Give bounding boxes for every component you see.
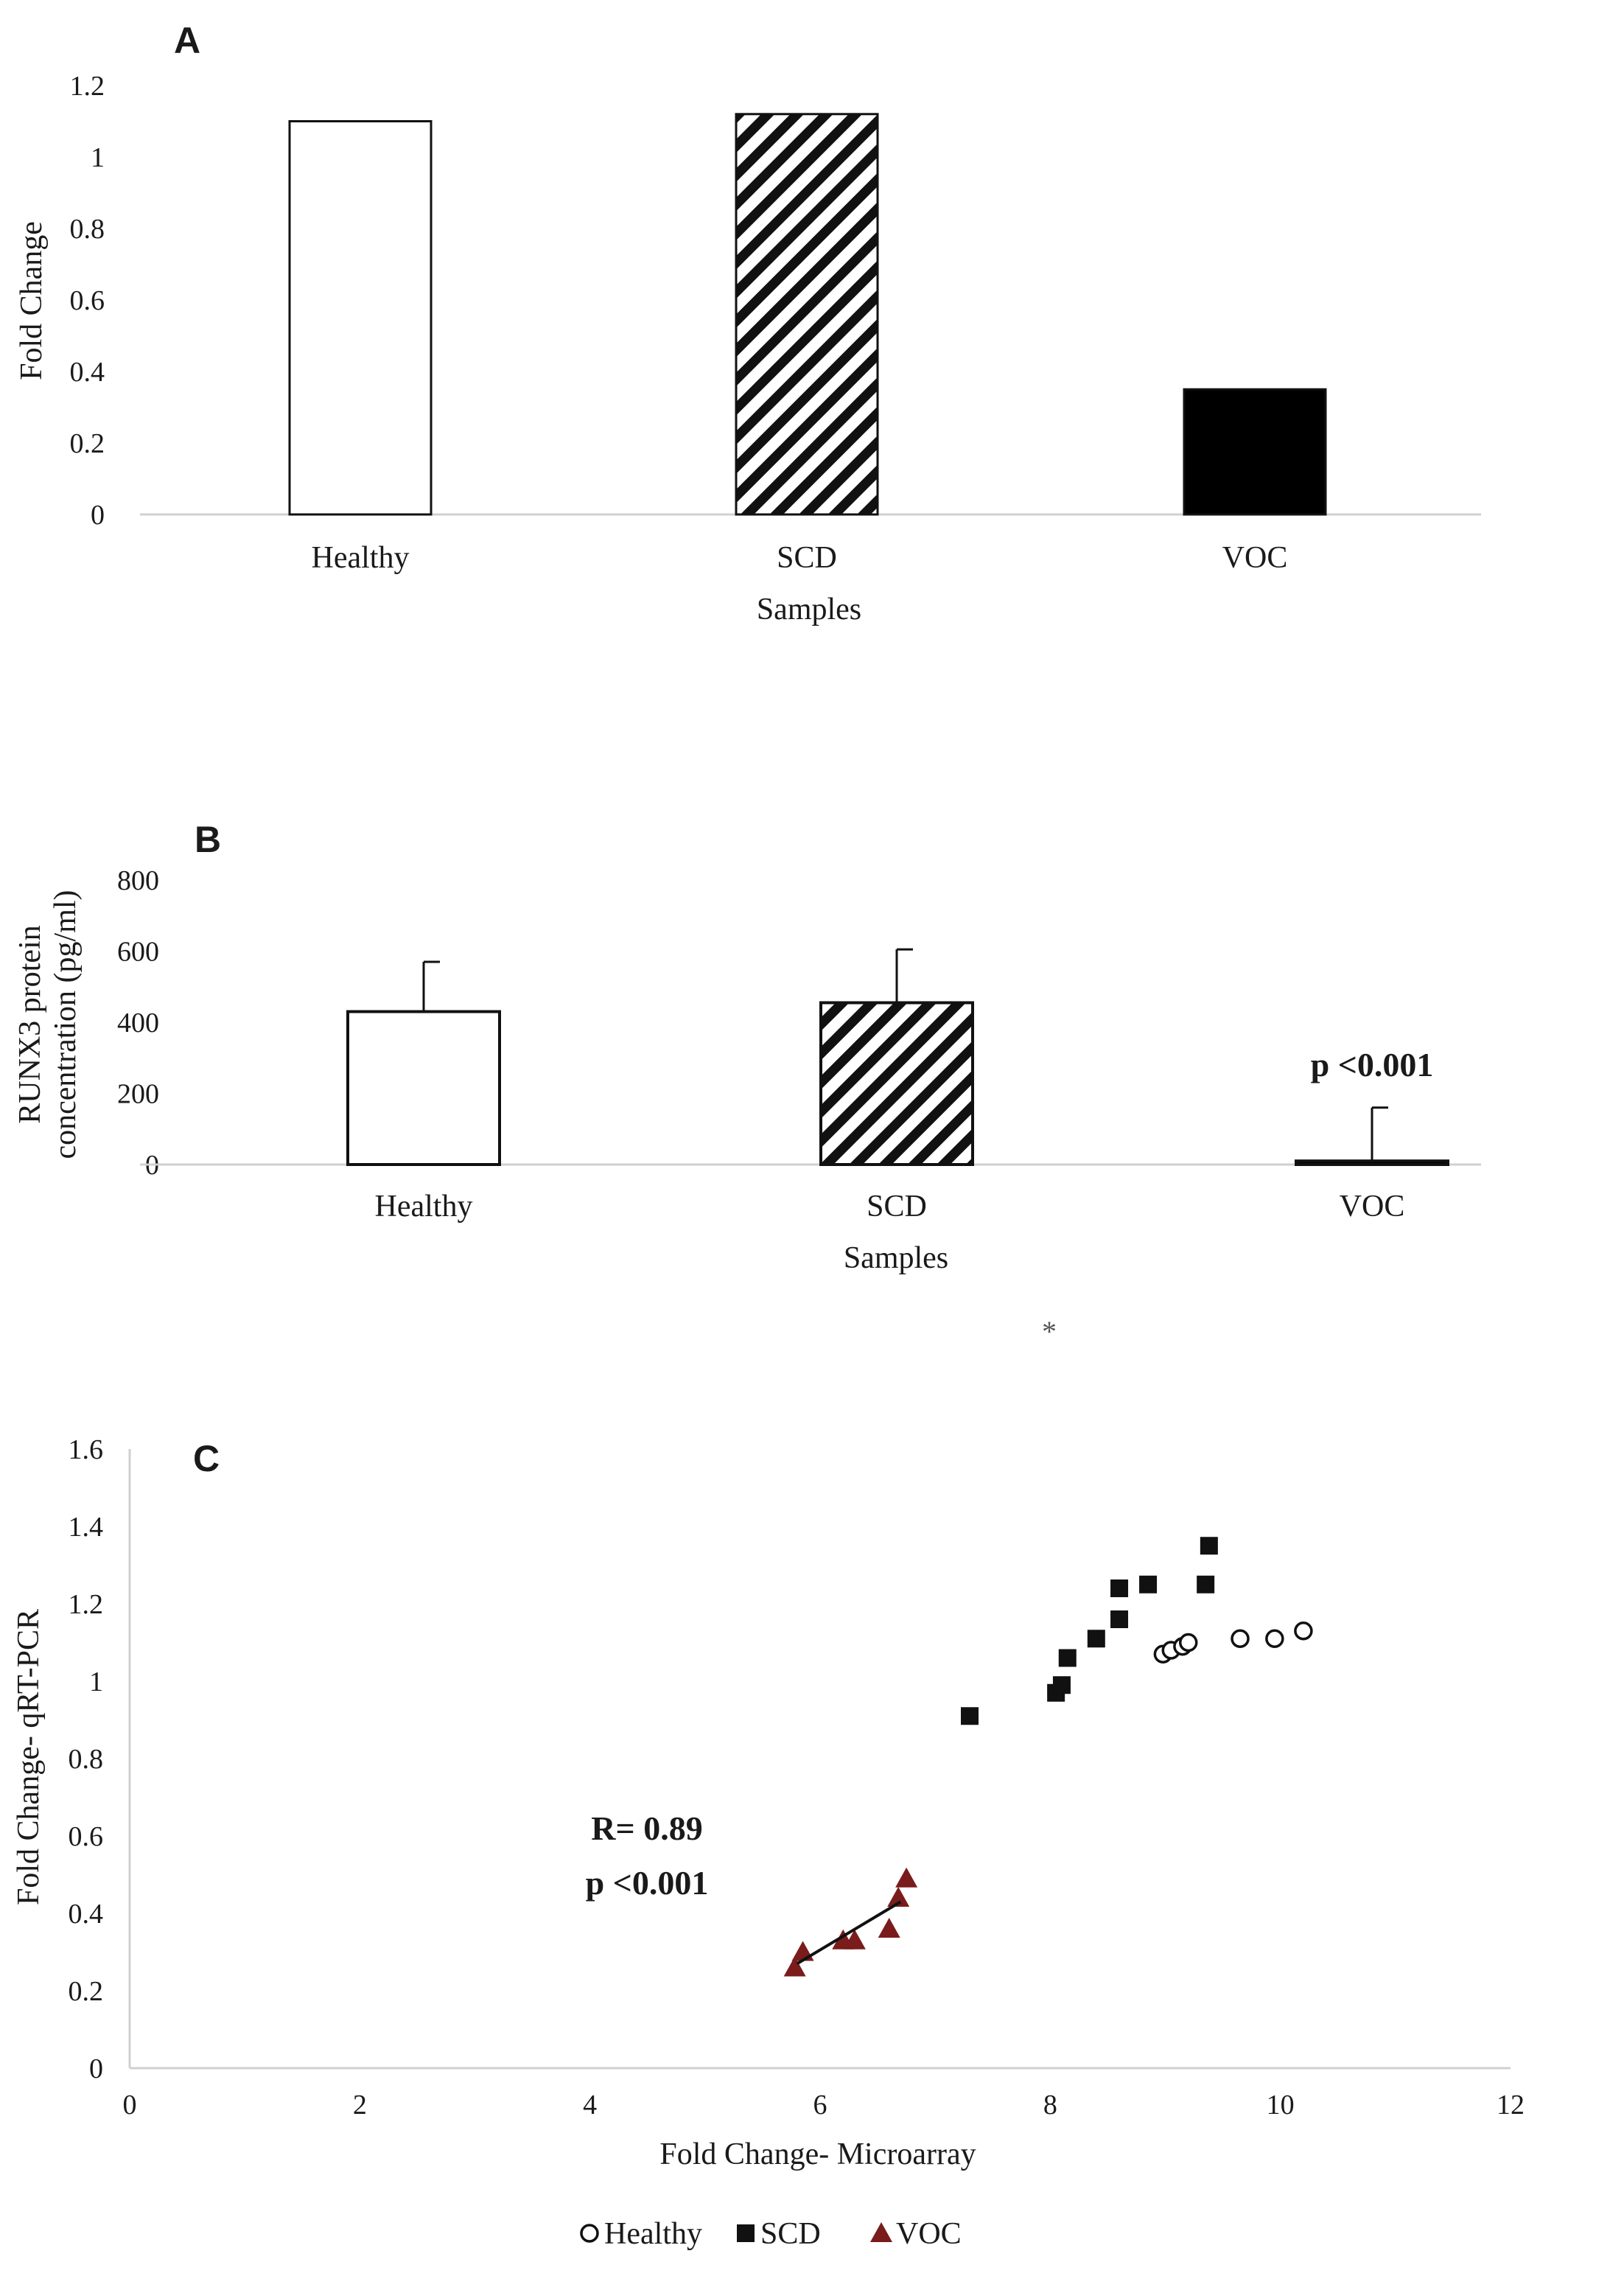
panel-c-x-tick-label: 0 — [123, 2090, 137, 2120]
panel-b-label: B — [195, 819, 221, 860]
panel-c-point-healthy — [1231, 1629, 1250, 1648]
panel-c-point-scd — [1139, 1575, 1158, 1593]
panel-c-point-voc — [843, 1929, 866, 1949]
panel-a-y-tick-label: 0.4 — [70, 357, 105, 388]
panel-b-y-tick-label: 800 — [117, 865, 159, 896]
panel-c-point-scd — [1110, 1579, 1129, 1597]
legend-label-voc: VOC — [896, 2217, 962, 2251]
panel-b-category-label: VOC — [1340, 1190, 1405, 1223]
panel-a-y-tick-label: 0.2 — [70, 428, 105, 459]
legend-label-scd: SCD — [760, 2217, 821, 2251]
legend-marker-scd — [737, 2224, 755, 2242]
panel-b-bar-healthy — [346, 1010, 501, 1167]
panel-b-y-tick-label: 400 — [117, 1008, 159, 1038]
panel-c-p-value: p <0.001 — [586, 1864, 709, 1902]
panel-c-point-scd — [1197, 1575, 1215, 1593]
legend-marker-voc — [870, 2222, 892, 2242]
panel-c-point-scd — [1200, 1537, 1218, 1555]
panel-c-y-ticks: 0 0.2 0.4 0.6 0.8 1 1.2 1.4 1.6 — [69, 1434, 104, 2084]
panel-c-label: C — [193, 1438, 220, 1479]
legend-label-healthy: Healthy — [604, 2217, 702, 2251]
panel-b-x-axis-title: Samples — [844, 1241, 948, 1275]
panel-c-point-voc — [895, 1867, 918, 1888]
panel-a-category-label: Healthy — [312, 541, 410, 575]
panel-a-y-tick-label: 1.2 — [70, 71, 105, 102]
panel-b-y-tick-label: 600 — [117, 937, 159, 968]
panel-b-y-ticks: 0200400600800 — [117, 865, 159, 1181]
panel-c-point-voc — [791, 1941, 814, 1961]
panel-b-category-label: SCD — [867, 1190, 927, 1223]
panel-a-bars — [288, 113, 1327, 516]
legend-marker-healthy — [580, 2224, 599, 2243]
panel-c-x-tick-label: 12 — [1497, 2090, 1525, 2120]
panel-c-r-value: R= 0.89 — [591, 1809, 702, 1847]
panel-c-point-scd — [1110, 1610, 1129, 1628]
panel-c-point-scd — [1058, 1649, 1077, 1667]
panel-c-y-tick-label: 0.2 — [69, 1976, 104, 2007]
panel-b-p-value: p <0.001 — [1311, 1046, 1434, 1083]
panel-c-y-tick-label: 1.2 — [69, 1589, 104, 1620]
panel-c-y-tick-label: 0 — [89, 2053, 103, 2084]
panel-b-bar-voc — [1295, 1159, 1449, 1167]
panel-c-point-healthy — [1178, 1633, 1198, 1652]
panel-a-category-label: SCD — [777, 541, 837, 575]
panel-c-x-tick-label: 4 — [583, 2090, 597, 2120]
panel-c-point-scd — [1052, 1676, 1071, 1694]
panel-c-x-axis-title: Fold Change- Microarray — [659, 2137, 976, 2171]
panel-c-point-voc — [878, 1918, 900, 1938]
panel-b-bars — [346, 948, 1449, 1167]
panel-b-bar-scd — [819, 1001, 974, 1167]
panel-a-y-tick-label: 0.8 — [70, 214, 105, 245]
panel-a-y-tick-label: 1 — [91, 142, 105, 173]
panel-a-bar-scd — [735, 113, 879, 516]
panel-c-voc-trendline — [796, 1900, 902, 1965]
panel-c-y-axis-title: Fold Change- qRT-PCR — [12, 1609, 46, 1905]
panel-c-point-healthy — [1294, 1622, 1313, 1641]
panel-a-y-tick-label: 0 — [91, 500, 105, 531]
panel-b-category-labels: Healthy SCD VOC — [375, 1190, 1405, 1223]
panel-c-x-tick-label: 8 — [1043, 2090, 1057, 2120]
panel-c-y-tick-label: 0.4 — [69, 1899, 104, 1930]
panel-c-y-tick-label: 0.6 — [69, 1821, 104, 1852]
panel-a: A 0 0.2 0.4 0.6 0.8 1 1.2 Healthy SCD VOC Sample… — [15, 20, 1481, 626]
panel-a-y-axis-title: Fold Change — [15, 221, 49, 380]
panel-a-y-tick-label: 0.6 — [70, 285, 105, 316]
panel-c-point-healthy — [1265, 1629, 1284, 1648]
panel-c-y-tick-label: 1.6 — [69, 1434, 104, 1465]
panel-a-x-axis-title: Samples — [757, 593, 861, 626]
panel-c: C 0 0.2 0.4 0.6 0.8 1 1.2 1.4 1.6 0 2 4 6 8 10 12 R= 0… — [12, 1434, 1525, 2251]
panel-a-category-label: VOC — [1222, 541, 1288, 575]
panel-c-point-voc — [887, 1887, 910, 1907]
panel-a-bar-healthy — [288, 120, 433, 516]
panel-c-points — [783, 1537, 1313, 1977]
panel-c-legend: Healthy SCD VOC — [580, 2217, 962, 2251]
panel-c-point-voc — [783, 1956, 806, 1977]
panel-a-bar-voc — [1183, 388, 1327, 516]
panel-c-y-tick-label: 1.4 — [69, 1512, 104, 1543]
panel-c-point-scd — [961, 1707, 979, 1725]
panel-c-x-ticks: 0 2 4 6 8 10 12 — [123, 2090, 1525, 2120]
panel-a-category-labels: Healthy SCD VOC — [312, 541, 1288, 575]
panel-c-y-tick-label: 1 — [89, 1666, 103, 1697]
panel-b-y-tick-label: 200 — [117, 1079, 159, 1110]
panel-b-y-axis-title-line1: RUNX3 protein — [13, 925, 47, 1123]
panel-c-x-tick-label: 10 — [1267, 2090, 1295, 2120]
panel-c-point-scd — [1087, 1630, 1105, 1648]
panel-a-label: A — [174, 20, 200, 61]
panel-b-category-label: Healthy — [375, 1190, 473, 1223]
panel-c-y-tick-label: 0.8 — [69, 1744, 104, 1775]
panel-c-x-tick-label: 6 — [813, 2090, 827, 2120]
panel-b-y-axis-title-line2: concentration (pg/ml) — [49, 890, 83, 1159]
panel-a-y-ticks: 0 0.2 0.4 0.6 0.8 1 1.2 — [70, 71, 105, 531]
stray-asterisk: * — [1042, 1315, 1057, 1348]
panel-c-x-tick-label: 2 — [353, 2090, 367, 2120]
